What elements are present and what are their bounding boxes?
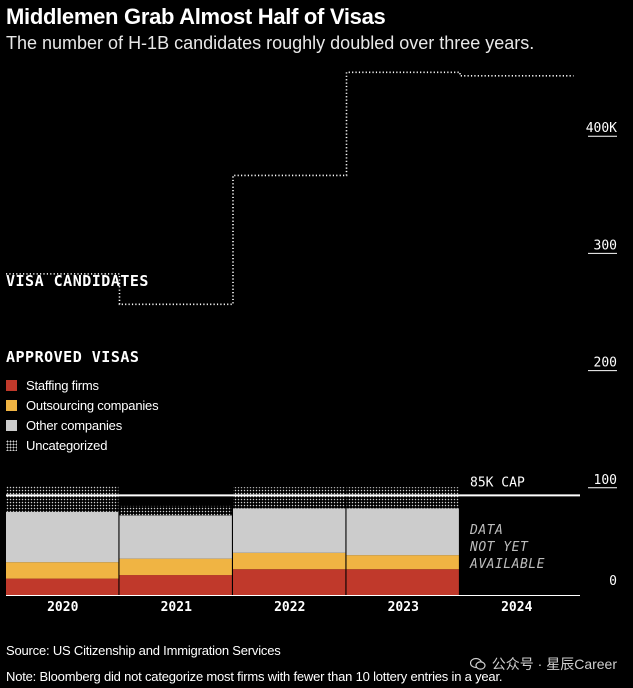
bar-uncategorized-2023 <box>346 487 459 509</box>
legend-swatch-outsourcing <box>6 399 17 411</box>
x-tick-label: 2021 <box>161 600 192 615</box>
cap-label: 85K CAP <box>470 475 525 490</box>
bar-staffing-2020 <box>6 578 119 595</box>
bar-other-2023 <box>346 508 459 556</box>
x-tick-label: 2023 <box>388 600 419 615</box>
not-available-note-line: NOT YET <box>469 540 529 555</box>
bar-other-2020 <box>6 511 119 563</box>
bar-staffing-2021 <box>119 575 232 595</box>
bar-uncategorized-2022 <box>233 487 346 509</box>
not-available-note-line: AVAILABLE <box>469 557 545 572</box>
bar-uncategorized-2020 <box>6 486 119 512</box>
visa-candidates-label: VISA CANDIDATES <box>6 272 149 290</box>
footnote: Note: Bloomberg did not categorize most … <box>6 669 503 684</box>
visa-candidates-line <box>6 71 574 306</box>
legend-item-uncategorized: Uncategorized <box>6 435 158 455</box>
bar-outsourcing-2023 <box>346 555 459 570</box>
y-tick-label: 400K <box>586 121 617 136</box>
legend-item-other: Other companies <box>6 415 158 435</box>
legend-item-outsourcing: Outsourcing companies <box>6 395 159 415</box>
bar-outsourcing-2020 <box>6 562 119 579</box>
x-tick-label: 2022 <box>274 600 305 615</box>
bar-staffing-2023 <box>346 569 459 595</box>
chart-subtitle: The number of H-1B candidates roughly do… <box>6 33 535 53</box>
x-tick-label: 2024 <box>501 600 532 615</box>
y-tick-label: 100 <box>594 473 617 488</box>
bar-outsourcing-2021 <box>119 558 232 576</box>
bar-other-2021 <box>119 515 232 559</box>
bar-outsourcing-2022 <box>233 552 346 570</box>
chart-title: Middlemen Grab Almost Half of Visas <box>6 4 386 29</box>
bar-other-2022 <box>233 508 346 553</box>
wechat-icon <box>469 657 486 671</box>
watermark: 公众号 · 星辰Career <box>469 654 617 674</box>
y-tick-label: 300 <box>594 238 617 253</box>
y-tick-label: 0 <box>609 574 617 589</box>
source-note: Source: US Citizenship and Immigration S… <box>6 643 281 658</box>
watermark-text: 公众号 · 星辰Career <box>491 656 617 672</box>
legend-swatch-other <box>6 419 17 431</box>
y-tick-label: 200 <box>594 356 617 371</box>
legend-swatch-staffing <box>6 379 17 391</box>
approved-visas-label: APPROVED VISAS <box>6 348 140 366</box>
legend-label: Staffing firms <box>26 377 99 393</box>
legend-label: Other companies <box>26 417 122 433</box>
bar-uncategorized-2021 <box>119 505 232 516</box>
x-tick-label: 2020 <box>47 600 78 615</box>
legend-item-staffing: Staffing firms <box>6 375 158 395</box>
legend-label: Uncategorized <box>26 437 108 453</box>
legend-swatch-uncategorized <box>6 439 17 451</box>
legend-label: Outsourcing companies <box>26 397 159 413</box>
bar-staffing-2022 <box>233 569 346 595</box>
legend: Staffing firms Outsourcing companies Oth… <box>6 375 159 455</box>
not-available-note-line: DATA <box>469 523 503 538</box>
